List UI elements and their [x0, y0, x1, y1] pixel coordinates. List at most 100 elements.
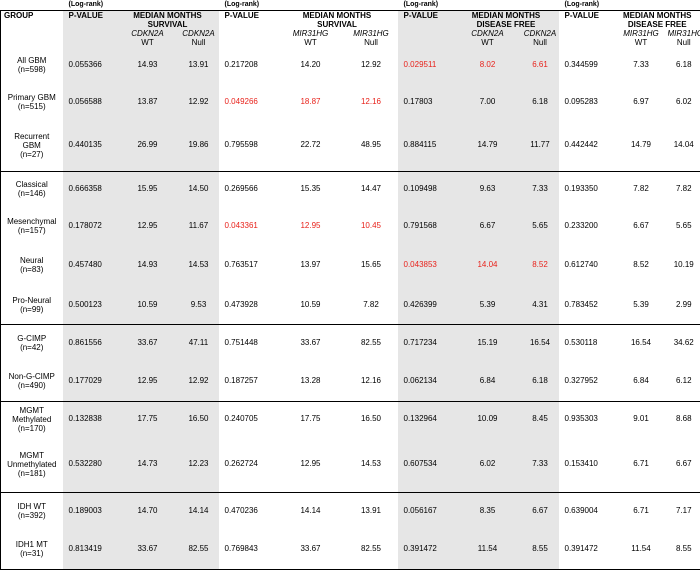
median-months-cell: 13.97	[277, 244, 345, 286]
median-months-cell: 7.00	[454, 83, 522, 120]
median-months-cell: 34.62	[668, 324, 700, 362]
pvalue-cell: 0.187257	[219, 362, 277, 401]
median-months-cell: 16.54	[522, 324, 559, 362]
pvalue-cell: 0.056167	[398, 492, 454, 529]
pvalue-cell: 0.612740	[559, 244, 615, 286]
group-cell: Primary GBM (n=515)	[1, 83, 63, 120]
median-months-cell: 10.45	[345, 207, 398, 244]
median-months-cell: 14.93	[117, 244, 179, 286]
group-cell: MGMT Unmethylated (n=181)	[1, 437, 63, 492]
median-months-cell: 13.28	[277, 362, 345, 401]
pvalue-cell: 0.029511	[398, 47, 454, 83]
median-months-cell: 6.18	[668, 47, 700, 83]
median-months-cell: 8.55	[668, 529, 700, 569]
log-rank-label: (Log-rank)	[559, 0, 615, 11]
median-months-cell: 16.54	[615, 324, 668, 362]
median-months-cell: 5.65	[668, 207, 700, 244]
median-months-cell: 8.68	[668, 401, 700, 437]
median-months-cell: 14.04	[668, 120, 700, 171]
pvalue-header: P-VALUE	[219, 11, 277, 30]
pvalue-cell: 0.043853	[398, 244, 454, 286]
pvalue-cell: 0.177029	[63, 362, 117, 401]
median-months-cell: 5.65	[522, 207, 559, 244]
median-months-cell: 6.97	[615, 83, 668, 120]
median-months-cell: 11.54	[615, 529, 668, 569]
group-cell: G-CIMP (n=42)	[1, 324, 63, 362]
pvalue-cell: 0.132964	[398, 401, 454, 437]
pvalue-cell: 0.217208	[219, 47, 277, 83]
median-months-cell: 13.91	[345, 492, 398, 529]
median-months-cell: 13.87	[117, 83, 179, 120]
log-rank-label: (Log-rank)	[63, 0, 117, 11]
median-months-cell: 6.67	[615, 207, 668, 244]
median-months-cell: 7.33	[522, 437, 559, 492]
disease-free-header: MEDIAN MONTHS DISEASE FREE	[615, 11, 700, 30]
median-months-cell: 11.77	[522, 120, 559, 171]
pvalue-cell: 0.763517	[219, 244, 277, 286]
pvalue-cell: 0.440135	[63, 120, 117, 171]
median-months-cell: 6.67	[454, 207, 522, 244]
median-months-cell: 11.54	[454, 529, 522, 569]
pvalue-cell: 0.109498	[398, 171, 454, 207]
pvalue-cell: 0.426399	[398, 286, 454, 324]
pvalue-cell: 0.189003	[63, 492, 117, 529]
median-months-cell: 5.39	[454, 286, 522, 324]
group-cell: All GBM (n=598)	[1, 47, 63, 83]
median-months-cell: 12.16	[345, 362, 398, 401]
median-months-cell: 14.70	[117, 492, 179, 529]
pvalue-cell: 0.442442	[559, 120, 615, 171]
median-months-cell: 12.92	[345, 47, 398, 83]
median-months-cell: 82.55	[345, 324, 398, 362]
median-months-cell: 7.82	[345, 286, 398, 324]
median-months-cell: 14.47	[345, 171, 398, 207]
median-months-cell: 47.11	[179, 324, 219, 362]
median-months-cell: 48.95	[345, 120, 398, 171]
median-months-cell: 12.95	[117, 362, 179, 401]
group-cell: IDH1 MT (n=31)	[1, 529, 63, 569]
group-cell: MGMT Methylated (n=170)	[1, 401, 63, 437]
pvalue-cell: 0.473928	[219, 286, 277, 324]
pvalue-cell: 0.532280	[63, 437, 117, 492]
pvalue-cell: 0.240705	[219, 401, 277, 437]
median-months-cell: 14.53	[179, 244, 219, 286]
pvalue-cell: 0.132838	[63, 401, 117, 437]
median-months-cell: 8.52	[615, 244, 668, 286]
median-months-cell: 12.95	[277, 207, 345, 244]
median-months-cell: 2.99	[668, 286, 700, 324]
log-rank-row: (Log-rank) (Log-rank) (Log-rank) (Log-ra…	[1, 0, 700, 11]
median-months-cell: 6.02	[668, 83, 700, 120]
pvalue-cell: 0.344599	[559, 47, 615, 83]
median-months-cell: 8.55	[522, 529, 559, 569]
median-months-cell: 14.20	[277, 47, 345, 83]
pvalue-cell: 0.935303	[559, 401, 615, 437]
median-months-cell: 17.75	[277, 401, 345, 437]
pvalue-cell: 0.178072	[63, 207, 117, 244]
median-months-cell: 18.87	[277, 83, 345, 120]
median-months-cell: 10.09	[454, 401, 522, 437]
pvalue-cell: 0.269566	[219, 171, 277, 207]
log-rank-label: (Log-rank)	[219, 0, 277, 11]
pvalue-cell: 0.391472	[559, 529, 615, 569]
pvalue-cell: 0.470236	[219, 492, 277, 529]
median-months-cell: 15.19	[454, 324, 522, 362]
pvalue-cell: 0.391472	[398, 529, 454, 569]
median-months-cell: 82.55	[345, 529, 398, 569]
pvalue-cell: 0.095283	[559, 83, 615, 120]
median-months-cell: 33.67	[277, 529, 345, 569]
pvalue-cell: 0.193350	[559, 171, 615, 207]
median-months-cell: 17.75	[117, 401, 179, 437]
pvalue-cell: 0.795598	[219, 120, 277, 171]
median-months-cell: 6.71	[615, 492, 668, 529]
median-months-cell: 12.23	[179, 437, 219, 492]
